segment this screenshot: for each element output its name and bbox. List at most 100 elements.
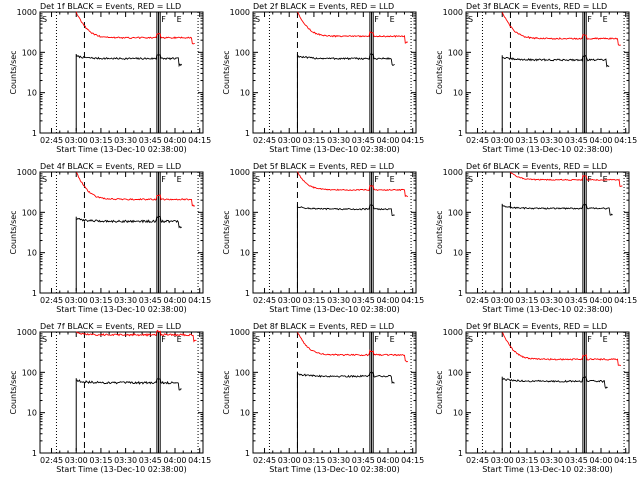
y-tick-label: 10 [453, 249, 463, 258]
y-tick-label: 1000 [443, 168, 463, 177]
y-tick-label: 100 [235, 368, 250, 377]
chart-panel: Det 4f BLACK = Events, RED = LLD 1 10 100 10… [9, 162, 211, 314]
x-tick-label: 03:00 [278, 136, 301, 145]
x-tick-label: 02:45 [466, 296, 489, 305]
x-tick-label: 02:45 [253, 136, 276, 145]
y-axis-label: Counts/sec [222, 370, 231, 414]
x-tick-label: 03:30 [327, 456, 350, 465]
x-tick-label: 03:45 [565, 296, 588, 305]
y-tick-label: 10 [453, 409, 463, 418]
y-axis-label: Counts/sec [435, 50, 444, 94]
series-line-events [76, 378, 182, 391]
y-tick-label: 1000 [230, 168, 250, 177]
y-axis-label: Counts/sec [9, 210, 18, 254]
y-tick-label: 100 [448, 208, 463, 217]
x-tick-label: 03:45 [352, 456, 375, 465]
marker-e: E [603, 15, 608, 24]
marker-s: S [42, 335, 47, 344]
marker-e: E [177, 15, 182, 24]
plot-frame [252, 171, 417, 294]
x-tick-label: 02:45 [40, 456, 63, 465]
y-tick-label: 1000 [230, 328, 250, 337]
x-axis-label: Start Time (13-Dec-10 02:38:00) [482, 145, 613, 154]
marker-f: F [587, 15, 592, 24]
x-tick-label: 03:30 [114, 456, 137, 465]
x-tick-label: 03:00 [65, 456, 88, 465]
marker-f: F [587, 335, 592, 344]
y-tick-label: 1 [245, 289, 250, 298]
marker-f: F [374, 335, 379, 344]
y-axis-label: Counts/sec [9, 50, 18, 94]
x-tick-label: 02:45 [40, 296, 63, 305]
y-tick-label: 1000 [17, 168, 37, 177]
x-tick-label: 04:00 [376, 136, 399, 145]
y-tick-label: 10 [240, 249, 250, 258]
y-tick-label: 100 [22, 368, 37, 377]
series-line-events [76, 215, 182, 229]
x-tick-label: 03:00 [278, 456, 301, 465]
marker-f: F [374, 15, 379, 24]
y-tick-label: 1 [245, 129, 250, 138]
chart-title: Det 4f BLACK = Events, RED = LLD [40, 162, 181, 171]
marker-e: E [177, 175, 182, 184]
x-axis-label: Start Time (13-Dec-10 02:38:00) [56, 305, 187, 314]
y-tick-label: 1 [458, 449, 463, 458]
x-tick-label: 03:00 [491, 296, 514, 305]
marker-f: F [161, 335, 166, 344]
x-tick-label: 03:15 [302, 296, 325, 305]
marker-f: F [374, 175, 379, 184]
y-tick-label: 10 [240, 409, 250, 418]
x-axis-label: Start Time (13-Dec-10 02:38:00) [269, 305, 400, 314]
x-tick-label: 04:15 [188, 456, 211, 465]
plot-frame [39, 331, 204, 454]
marker-s: S [255, 15, 260, 24]
marker-e: E [603, 175, 608, 184]
series-line-lld [297, 11, 408, 44]
x-tick-label: 03:00 [65, 296, 88, 305]
x-tick-label: 04:00 [163, 456, 186, 465]
x-tick-label: 03:15 [515, 456, 538, 465]
x-tick-label: 03:15 [89, 136, 112, 145]
plot-frame [465, 11, 630, 134]
x-tick-label: 02:45 [466, 456, 489, 465]
series-line-lld [297, 171, 409, 198]
x-tick-label: 03:30 [540, 136, 563, 145]
marker-s: S [42, 175, 47, 184]
marker-e: E [177, 335, 182, 344]
y-tick-label: 1 [458, 289, 463, 298]
x-tick-label: 04:15 [188, 136, 211, 145]
chart-title: Det 1f BLACK = Events, RED = LLD [40, 2, 181, 11]
y-tick-label: 1 [245, 449, 250, 458]
y-tick-label: 10 [453, 89, 463, 98]
x-tick-label: 03:30 [327, 296, 350, 305]
y-tick-label: 1000 [443, 328, 463, 337]
y-tick-label: 1 [32, 289, 37, 298]
x-axis-label: Start Time (13-Dec-10 02:38:00) [269, 465, 400, 474]
y-axis-label: Counts/sec [9, 370, 18, 414]
x-tick-label: 03:15 [515, 296, 538, 305]
x-axis-label: Start Time (13-Dec-10 02:38:00) [482, 465, 613, 474]
x-tick-label: 03:15 [302, 456, 325, 465]
series-line-events [297, 204, 395, 216]
y-axis-label: Counts/sec [435, 370, 444, 414]
y-tick-label: 100 [235, 208, 250, 217]
x-tick-label: 04:00 [163, 136, 186, 145]
marker-f: F [161, 175, 166, 184]
x-tick-label: 04:00 [589, 296, 612, 305]
x-tick-label: 03:30 [327, 136, 350, 145]
marker-s: S [255, 175, 260, 184]
x-tick-label: 03:45 [139, 136, 162, 145]
y-tick-label: 1 [32, 129, 37, 138]
chart-title: Det 3f BLACK = Events, RED = LLD [466, 2, 607, 11]
chart-panel: Det 9f BLACK = Events, RED = LLD 1 10 100 10… [435, 322, 637, 474]
x-tick-label: 02:45 [253, 456, 276, 465]
x-tick-label: 04:15 [614, 456, 637, 465]
x-tick-label: 02:45 [466, 136, 489, 145]
y-tick-label: 1000 [230, 8, 250, 17]
marker-e: E [390, 335, 395, 344]
chart-panel: Det 2f BLACK = Events, RED = LLD 1 10 100 10… [222, 2, 424, 154]
x-tick-label: 04:00 [589, 136, 612, 145]
marker-f: F [161, 15, 166, 24]
x-tick-label: 04:00 [376, 456, 399, 465]
plot-frame [252, 331, 417, 454]
